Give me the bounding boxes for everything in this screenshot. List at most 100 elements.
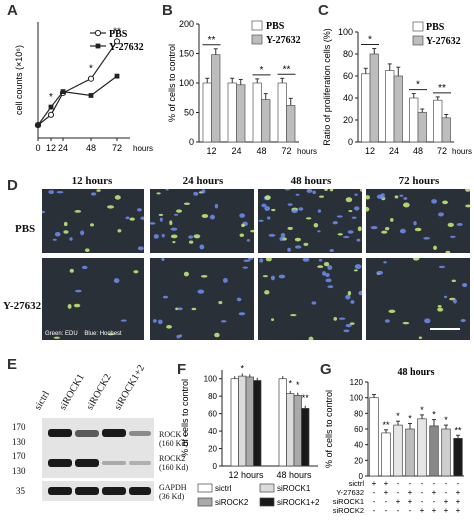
a-x-tick-label: 12 — [46, 143, 56, 153]
edu-cell — [108, 333, 115, 336]
a-legend-marker — [95, 43, 101, 49]
edu-cell — [218, 301, 223, 305]
hoechst-cell — [125, 216, 130, 220]
micrograph-y27632-72h — [366, 258, 470, 340]
c-x-tick-label: 24 — [389, 146, 399, 156]
c-annotation: * — [416, 80, 420, 91]
c-x-label: hours — [452, 147, 472, 156]
hoechst-cell — [188, 235, 194, 239]
f-legend-swatch — [197, 497, 213, 507]
hoechst-cell — [356, 238, 361, 242]
edu-cell — [414, 227, 422, 232]
f-bar — [238, 375, 247, 467]
b-x-tick-label: 24 — [231, 146, 241, 156]
hoechst-cell — [239, 213, 246, 218]
cell-layer — [259, 258, 362, 340]
hoechst-cell — [287, 203, 293, 206]
g-row-sign: - — [421, 497, 424, 506]
marker-130-a: 130 — [12, 437, 26, 447]
hoechst-cell — [52, 238, 57, 241]
edu-cell — [437, 307, 444, 312]
hoechst-cell — [424, 318, 431, 324]
hoechst-cell — [302, 258, 310, 262]
chart-c-bar: 0 20 40 60 80 100 Ratio of proliferation cells… — [322, 21, 472, 156]
a-x-tick-label: 72 — [112, 143, 122, 153]
hoechst-cell — [438, 212, 444, 217]
hoechst-cell — [345, 294, 351, 300]
b-legend-swatch — [251, 34, 263, 45]
f-y-tick-label: 100 — [204, 375, 218, 384]
f-bar — [286, 393, 295, 467]
band-label-rock1: ROCK 1 (160 Kd) — [159, 430, 188, 448]
a-x-tick-label: 24 — [58, 143, 68, 153]
f-legend-swatch — [259, 483, 275, 493]
b-bar-pbs — [252, 82, 262, 143]
hoechst-cell — [322, 271, 327, 276]
b-legend-swatch — [251, 20, 263, 31]
edu-cell — [412, 258, 420, 261]
f-legend-label: siROCK2 — [215, 498, 249, 507]
g-row-sign: + — [456, 506, 461, 515]
edu-cell — [172, 241, 176, 244]
f-annotation: ** — [302, 393, 310, 403]
micrograph-pbs-12h — [42, 189, 144, 253]
marker-35: 35 — [16, 486, 25, 496]
g-row-label: siROCK1 — [333, 497, 364, 506]
edu-cell — [323, 261, 330, 267]
panel-letter-e: E — [7, 356, 18, 373]
hoechst-cell — [279, 236, 284, 242]
edu-cell — [418, 336, 423, 339]
g-y-tick-label: 100 — [350, 394, 364, 403]
col-header-48h: 48 hours — [290, 175, 332, 187]
edu-cell — [191, 307, 197, 311]
edu-cell — [433, 245, 437, 251]
hoechst-cell — [242, 266, 249, 269]
edu-cell — [465, 204, 470, 208]
g-row-sign: + — [408, 488, 413, 497]
c-y-tick-label: 40 — [343, 93, 353, 103]
c-y-tick-label: 0 — [348, 137, 353, 147]
hoechst-cell — [332, 221, 339, 225]
hoechst-cell — [280, 232, 286, 238]
hoechst-cell — [153, 234, 159, 239]
hoechst-cell — [140, 216, 144, 220]
edu-cell — [403, 202, 410, 208]
micrograph-y27632-24h — [150, 258, 254, 340]
edu-cell — [402, 321, 410, 325]
g-row-sign: + — [396, 497, 401, 506]
hoechst-cell — [287, 247, 291, 252]
f-y-tick-label: 40 — [208, 427, 217, 436]
f-bar — [253, 380, 262, 467]
edu-cell — [366, 206, 370, 212]
hoechst-cell — [201, 189, 206, 194]
panel-letter-b: B — [162, 2, 173, 19]
hoechst-cell — [347, 230, 354, 234]
edu-cell — [347, 290, 352, 296]
edu-cell — [264, 290, 270, 295]
hoechst-cell — [136, 208, 142, 212]
b-y-tick-label: 150 — [179, 49, 194, 59]
hoechst-cell — [413, 221, 417, 226]
edu-cell — [96, 189, 101, 192]
g-bar — [369, 397, 379, 477]
edu-cell — [69, 268, 74, 273]
edu-cell — [394, 195, 399, 199]
g-row-sign: - — [433, 479, 436, 488]
c-bar-pbs — [409, 97, 419, 143]
edu-cell — [303, 242, 309, 247]
f-x-tick-label: 12 hours — [228, 470, 264, 480]
hoechst-cell — [161, 258, 165, 261]
hoechst-cell — [56, 191, 64, 194]
edu-cell — [74, 210, 82, 213]
hoechst-cell — [431, 199, 438, 204]
f-y-label: % of cells to control — [180, 379, 190, 457]
g-row-sign: - — [373, 506, 376, 515]
a-point-y27632 — [60, 89, 66, 94]
hoechst-cell — [80, 230, 85, 236]
a-point-y27632 — [48, 104, 54, 110]
b-bar-pbs — [277, 82, 287, 143]
edu-cell — [193, 234, 201, 239]
panel-letter-a: A — [7, 2, 18, 19]
g-row-sign: + — [384, 488, 389, 497]
b-bar-y27632 — [236, 84, 246, 143]
